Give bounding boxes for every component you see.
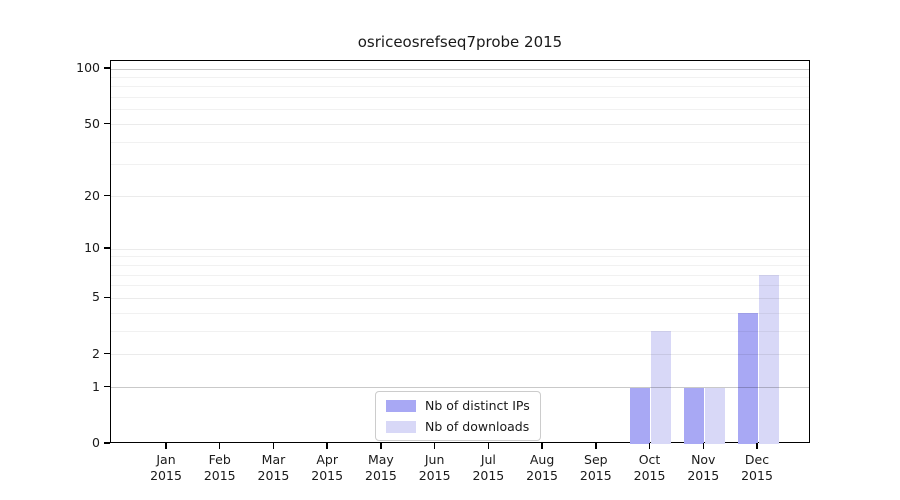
gridline-9 — [111, 256, 809, 258]
x-tick-label: Oct 2015 — [633, 452, 666, 483]
y-tick-label: 20 — [84, 187, 100, 203]
x-tick-mark — [218, 443, 221, 449]
bar-downloads-nov — [704, 387, 725, 444]
x-tick-label: Jun 2015 — [418, 452, 451, 483]
y-tick-label: 10 — [84, 240, 100, 256]
gridline-2 — [111, 354, 809, 356]
gridline-1 — [111, 387, 809, 389]
legend-swatch-distinct-ips — [386, 399, 416, 412]
y-tick-mark — [104, 385, 110, 388]
gridline-20 — [111, 196, 809, 198]
x-tick-mark — [595, 443, 597, 449]
gridline-100 — [111, 68, 809, 70]
legend-swatch-downloads — [386, 420, 416, 433]
bar-distinct-ips-nov — [683, 387, 704, 444]
y-tick-mark — [104, 352, 110, 355]
x-tick-mark — [165, 443, 167, 449]
x-tick-mark — [487, 443, 490, 449]
legend: Nb of distinct IPs Nb of downloads — [375, 391, 541, 441]
x-tick-mark — [648, 443, 651, 449]
legend-item-distinct-ips: Nb of distinct IPs — [386, 397, 530, 414]
x-tick-label: Jan 2015 — [150, 452, 182, 483]
x-tick-label: Aug 2015 — [526, 452, 558, 483]
x-tick-mark — [380, 443, 382, 449]
gridline-7 — [111, 274, 809, 276]
x-tick-mark — [326, 443, 328, 449]
gridline-90 — [111, 76, 809, 78]
x-tick-mark — [541, 443, 543, 449]
x-tick-label: Dec 2015 — [741, 452, 773, 483]
x-tick-mark — [756, 443, 758, 449]
legend-item-downloads: Nb of downloads — [386, 418, 530, 435]
bar-distinct-ips-dec — [737, 313, 758, 444]
legend-label-distinct-ips: Nb of distinct IPs — [425, 398, 530, 413]
x-tick-mark — [702, 443, 705, 449]
x-tick-mark — [433, 443, 436, 449]
bar-distinct-ips-oct — [630, 387, 651, 444]
y-tick-label: 0 — [92, 435, 100, 450]
gridline-60 — [111, 109, 809, 111]
x-tick-label: Apr 2015 — [311, 452, 344, 483]
gridline-30 — [111, 164, 809, 166]
y-tick-label: 50 — [84, 115, 100, 131]
gridline-4 — [111, 312, 809, 314]
y-tick-label: 2 — [92, 345, 100, 361]
gridline-50 — [111, 124, 809, 126]
y-tick-mark — [104, 67, 110, 69]
y-tick-mark — [104, 247, 110, 249]
y-tick-label: 100 — [76, 60, 100, 75]
gridline-5 — [111, 297, 809, 299]
y-tick-mark — [104, 194, 110, 197]
y-tick-mark — [104, 442, 110, 444]
bar-downloads-dec — [758, 275, 779, 444]
x-tick-label: Jul 2015 — [472, 452, 505, 483]
x-tick-label: Nov 2015 — [687, 452, 720, 483]
legend-label-downloads: Nb of downloads — [425, 419, 530, 434]
gridline-6 — [111, 285, 809, 287]
gridline-8 — [111, 264, 809, 266]
bar-downloads-oct — [651, 331, 672, 444]
x-tick-label: Sep 2015 — [579, 452, 612, 483]
x-tick-label: Mar 2015 — [257, 452, 290, 483]
gridline-10 — [111, 248, 809, 250]
y-tick-mark — [104, 296, 110, 299]
chart-title: osriceosrefseq7probe 2015 — [357, 33, 563, 51]
gridline-80 — [111, 86, 809, 88]
y-tick-label: 5 — [92, 289, 100, 305]
x-tick-label: May 2015 — [365, 452, 397, 483]
x-tick-label: Feb 2015 — [203, 452, 236, 483]
gridline-40 — [111, 141, 809, 143]
gridline-70 — [111, 97, 809, 99]
gridline-3 — [111, 330, 809, 332]
y-tick-mark — [104, 122, 110, 125]
x-tick-mark — [272, 443, 275, 449]
y-tick-label: 1 — [92, 378, 100, 394]
plot-area — [110, 60, 810, 444]
